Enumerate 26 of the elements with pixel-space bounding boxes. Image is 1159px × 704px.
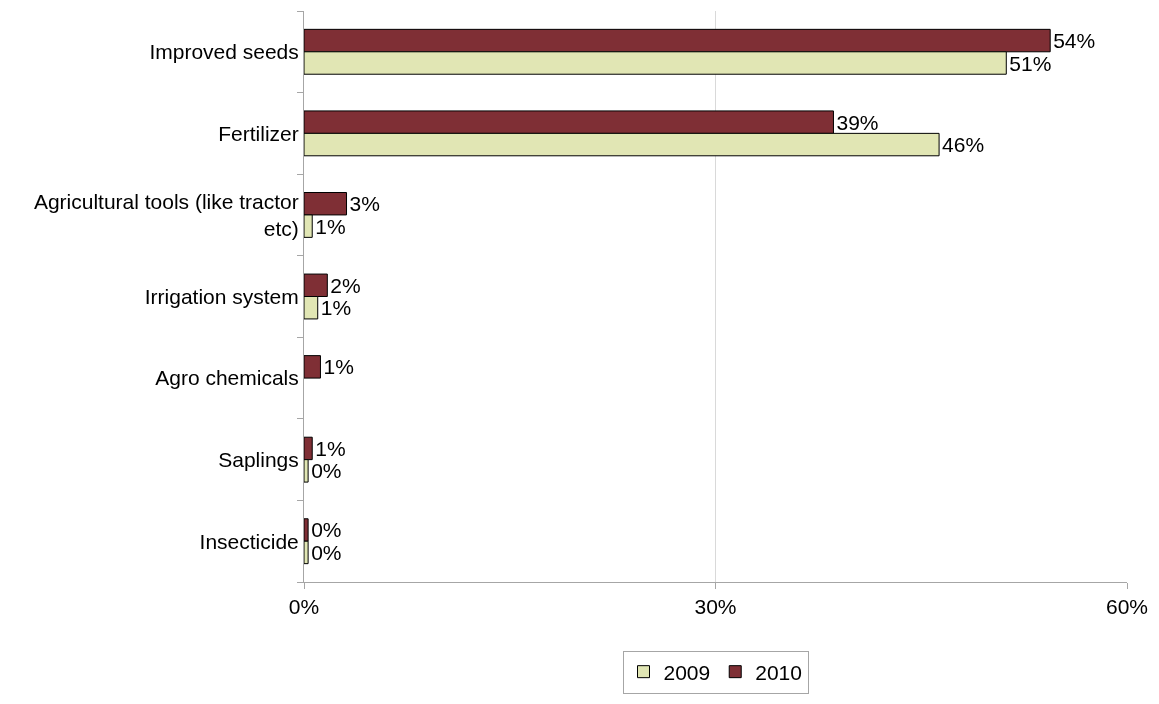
- data-label: 39%: [836, 110, 879, 134]
- data-label: 1%: [315, 436, 346, 460]
- legend-label: 2010: [755, 660, 802, 684]
- y-tick-label: Fertilizer: [218, 121, 299, 145]
- x-tick-label: 0%: [288, 595, 320, 619]
- data-label: 1%: [323, 355, 354, 379]
- data-label: 0%: [311, 518, 342, 542]
- y-tick-label: Agro chemicals: [155, 366, 299, 390]
- y-tick-label: Irrigation system: [144, 284, 299, 308]
- y-tick-label: Agricultural tools (like tractor etc): [33, 189, 299, 240]
- x-tick-label: 30%: [694, 595, 737, 619]
- data-label: 54%: [1053, 29, 1096, 53]
- data-label: 1%: [320, 296, 352, 320]
- y-tick-label: Saplings: [218, 447, 299, 471]
- x-tick-label: 60%: [1105, 595, 1149, 619]
- y-tick-label: Improved seeds: [149, 40, 299, 64]
- data-label: 51%: [1009, 51, 1052, 75]
- bar: [304, 355, 321, 379]
- y-tick-label: Insecticide: [199, 529, 299, 553]
- legend-label: 2009: [663, 660, 711, 684]
- data-label: 3%: [349, 192, 380, 216]
- data-label: 1%: [315, 214, 346, 238]
- data-label: 46%: [942, 133, 985, 157]
- data-label: 0%: [311, 459, 342, 483]
- data-label: 0%: [311, 540, 342, 564]
- data-label: 2%: [330, 273, 361, 297]
